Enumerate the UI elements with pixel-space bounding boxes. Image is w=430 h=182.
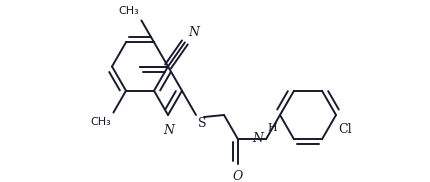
- Text: N: N: [163, 124, 175, 137]
- Text: N: N: [188, 26, 199, 39]
- Text: CH₃: CH₃: [91, 117, 111, 126]
- Text: H: H: [267, 123, 277, 133]
- Text: Cl: Cl: [338, 123, 352, 136]
- Text: O: O: [233, 171, 243, 182]
- Text: CH₃: CH₃: [119, 6, 139, 16]
- Text: N: N: [252, 132, 263, 145]
- Text: S: S: [198, 117, 206, 130]
